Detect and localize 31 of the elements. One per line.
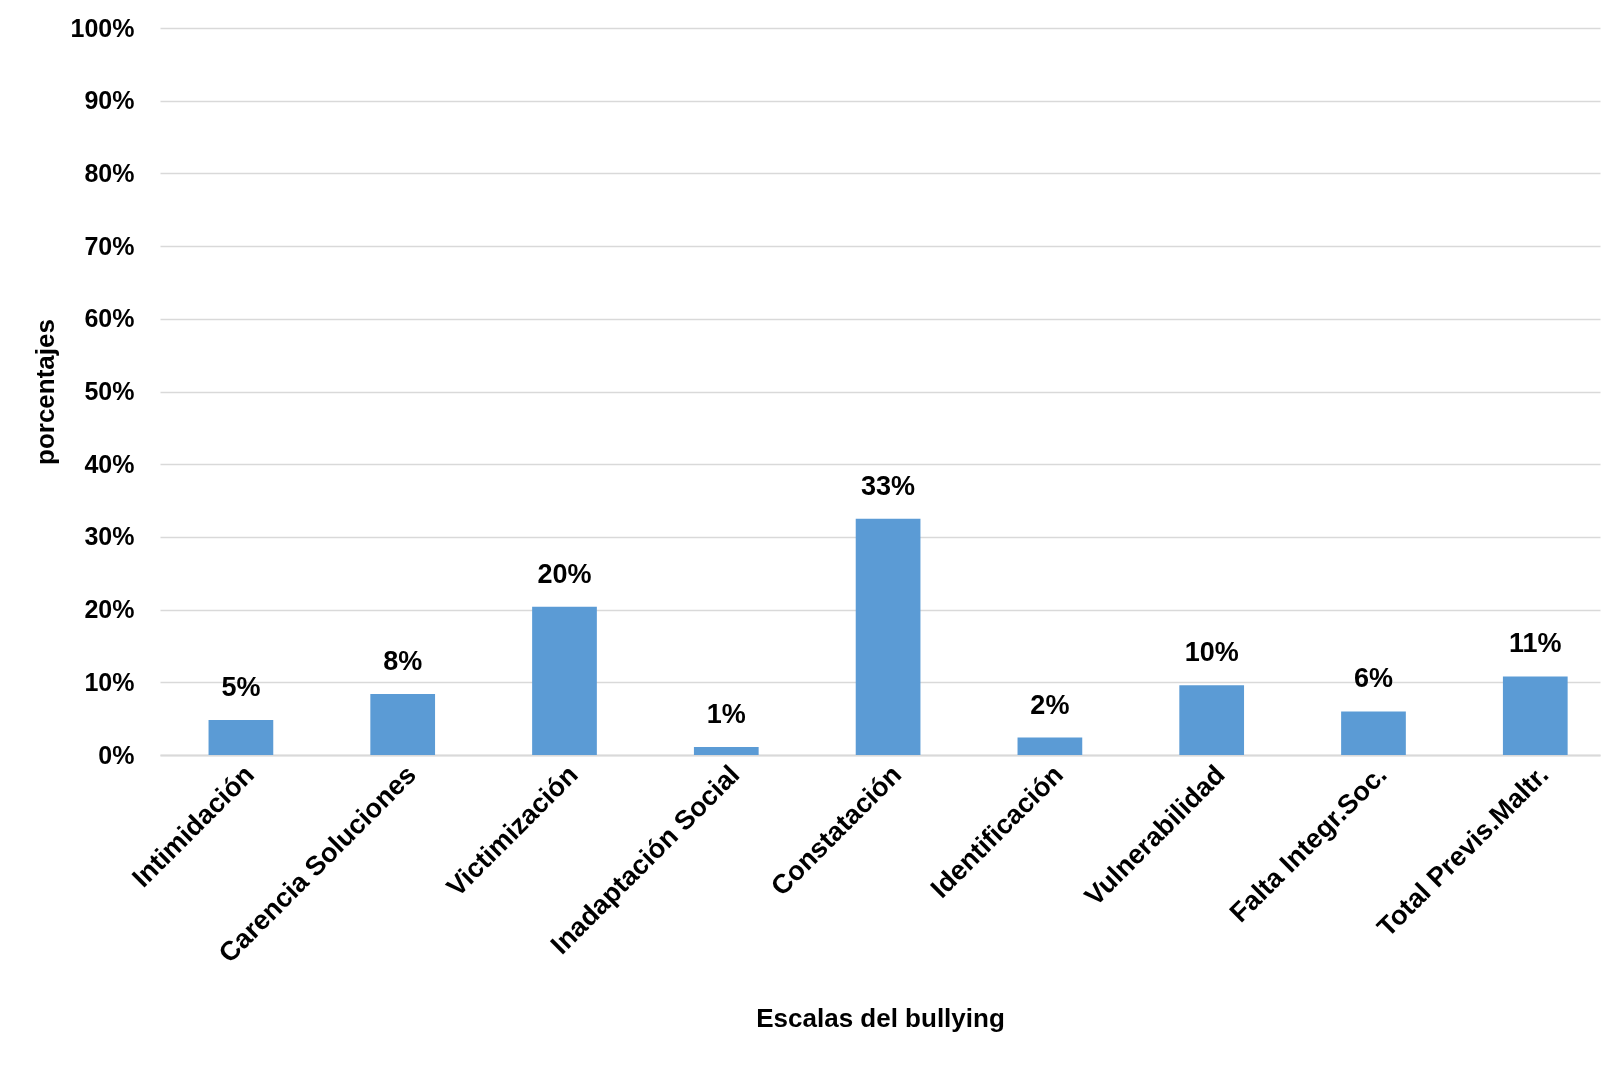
- data-label: 6%: [1353, 663, 1393, 694]
- data-label: 5%: [221, 672, 261, 703]
- bar: [1179, 685, 1245, 755]
- bar: [370, 693, 436, 755]
- data-label: 1%: [706, 699, 746, 729]
- y-tick-label: 0%: [98, 740, 135, 769]
- bar: [1017, 737, 1083, 755]
- data-label: 11%: [1509, 628, 1562, 659]
- y-tick-label: 60%: [84, 304, 135, 333]
- data-label: 2%: [1030, 689, 1070, 720]
- y-axis-title: porcentajes: [29, 319, 60, 465]
- y-tick-label: 100%: [70, 13, 135, 42]
- y-tick-label: 20%: [84, 595, 135, 624]
- bar: [1502, 676, 1568, 755]
- data-label: 10%: [1184, 637, 1239, 668]
- y-tick-label: 40%: [84, 449, 135, 478]
- data-label: 33%: [861, 470, 916, 501]
- bar: [532, 606, 597, 755]
- y-tick-label: 50%: [84, 377, 135, 405]
- y-tick-label: 70%: [84, 231, 135, 260]
- bar: [1341, 711, 1406, 755]
- data-label: 8%: [383, 645, 423, 676]
- y-tick-label: 10%: [84, 667, 135, 696]
- bar: [693, 747, 759, 755]
- data-label: 20%: [537, 558, 592, 589]
- y-tick-label: 90%: [84, 86, 135, 115]
- bar: [855, 518, 921, 755]
- x-axis-title: Escalas del bullying: [756, 1002, 1005, 1033]
- y-tick-label: 80%: [84, 158, 135, 187]
- y-tick-label: 30%: [84, 522, 135, 551]
- bar: [208, 720, 274, 755]
